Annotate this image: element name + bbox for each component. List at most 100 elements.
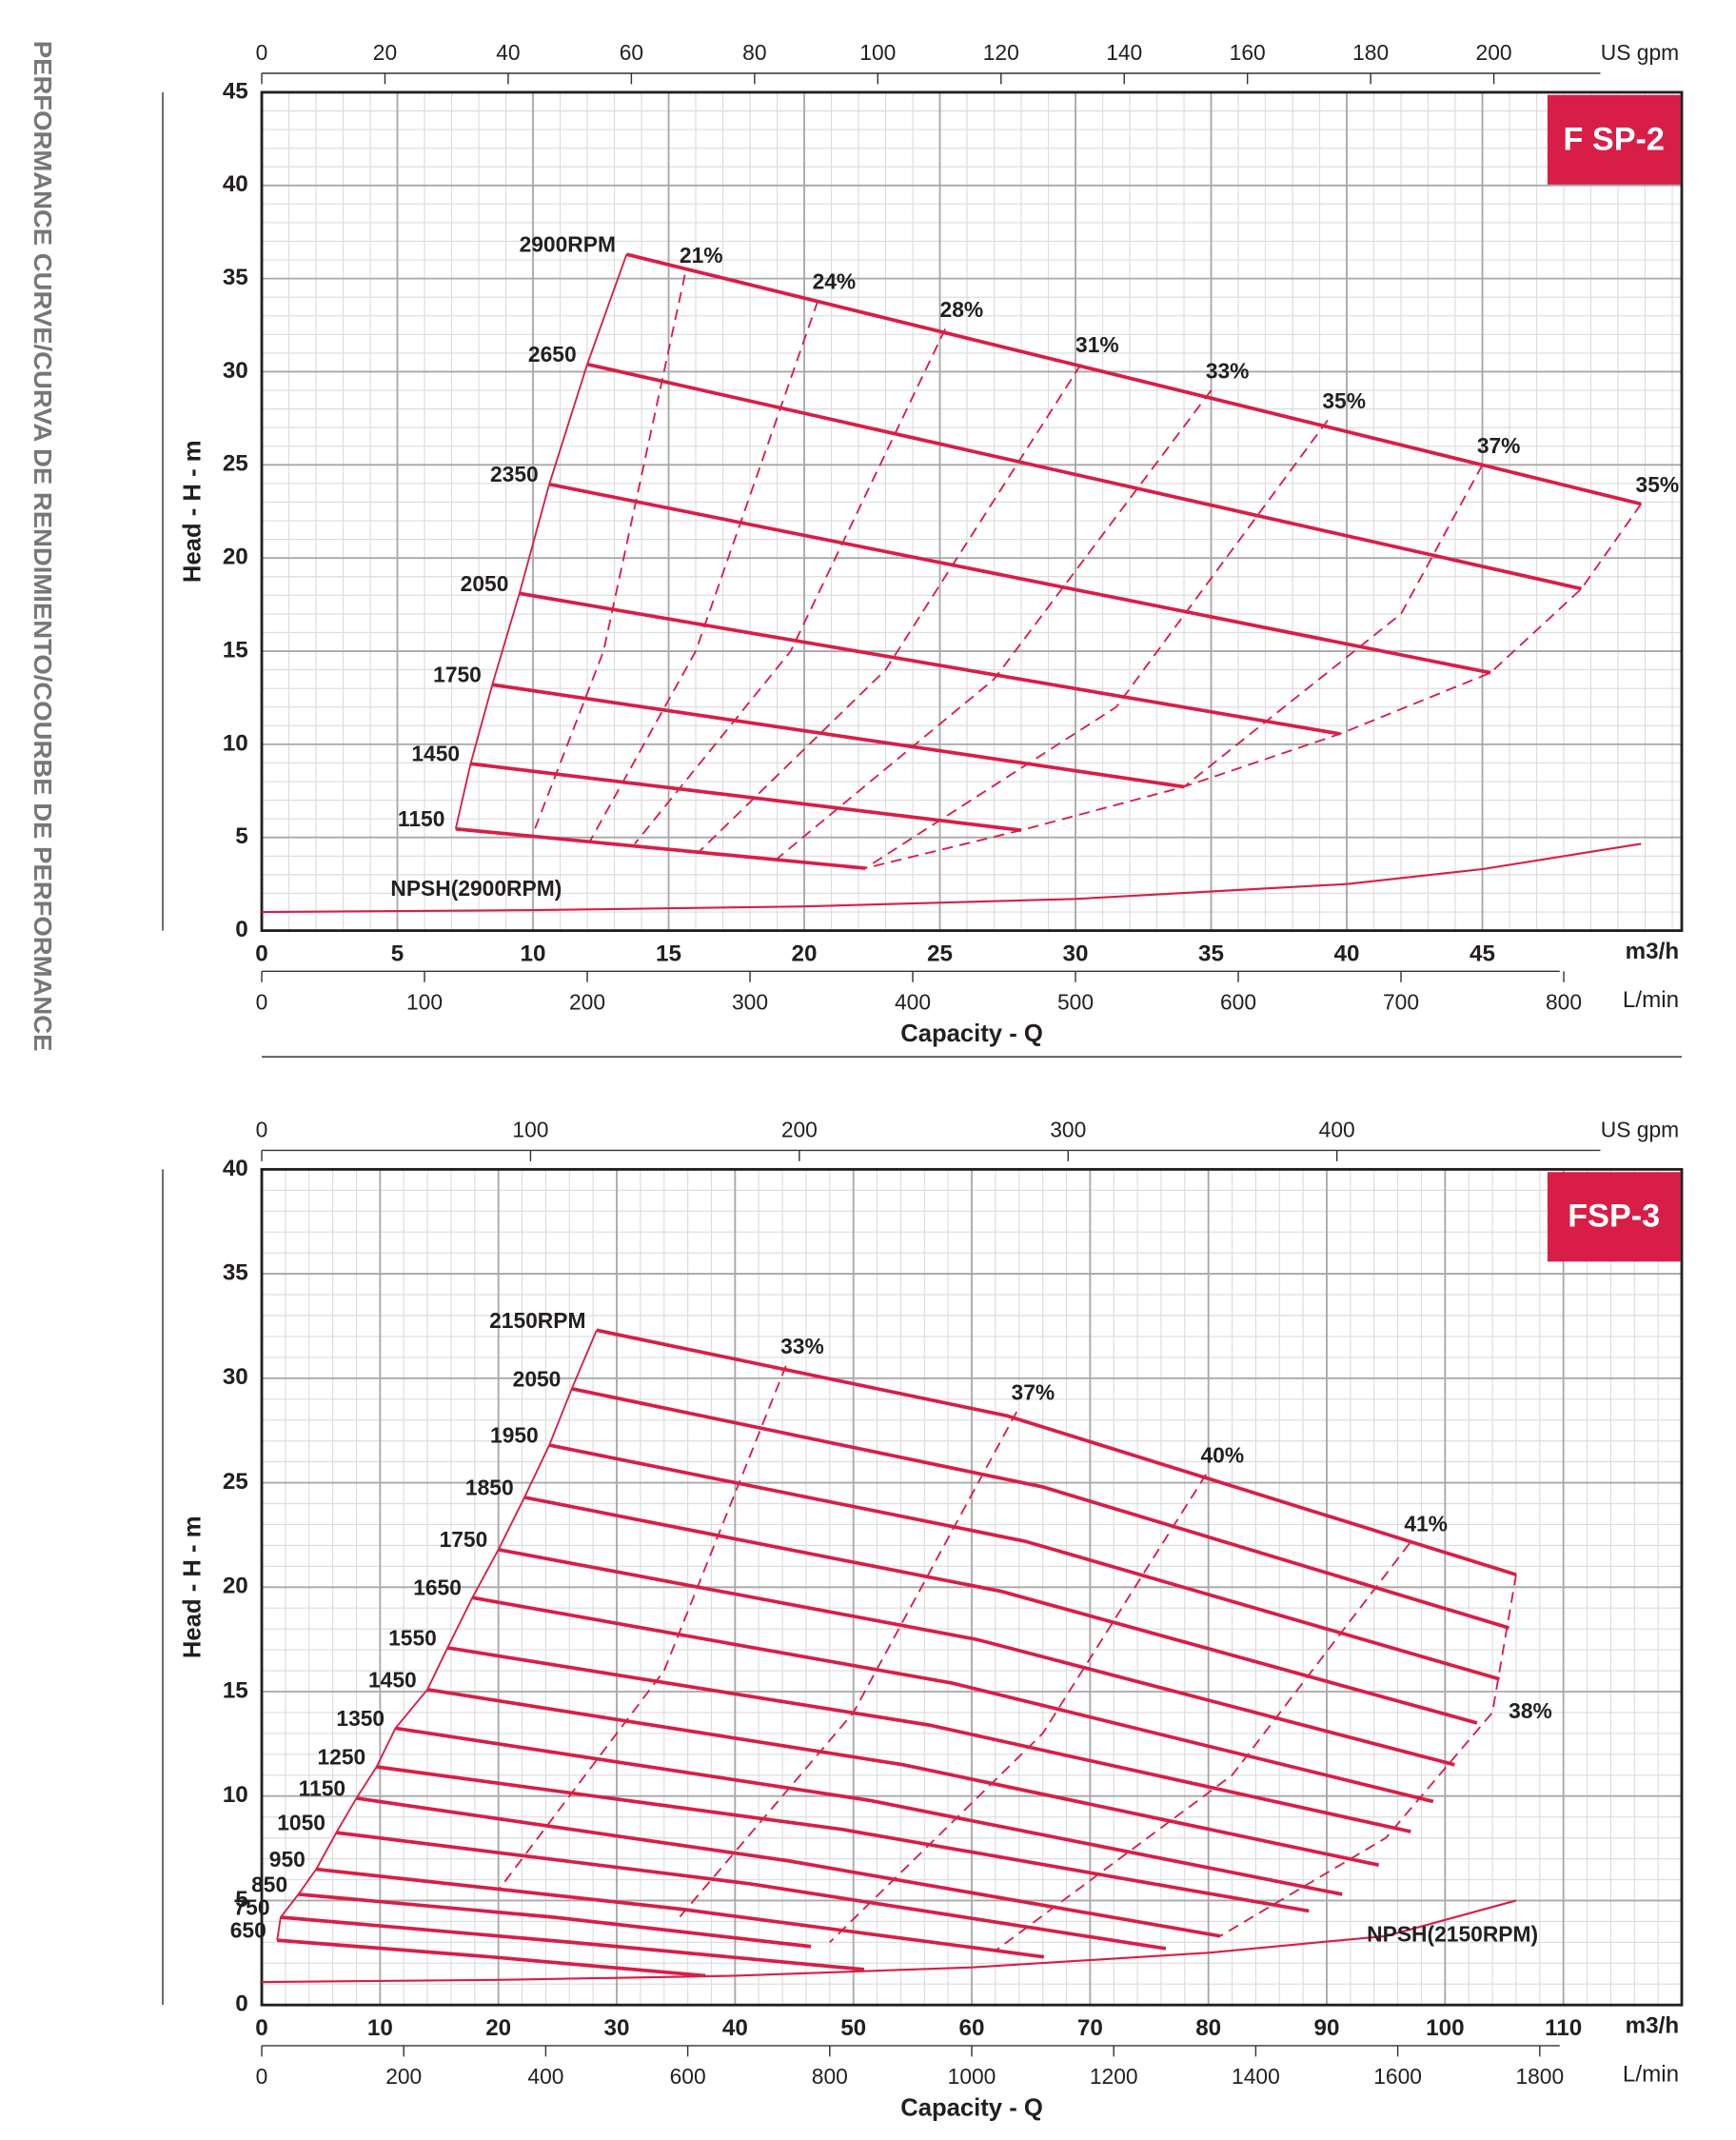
series-line: [262, 1899, 1517, 1984]
curve-label: 1450: [411, 742, 460, 766]
series-line: [864, 503, 1643, 869]
x3-tick-label: 200: [1476, 40, 1512, 65]
x-tick-label: 10: [521, 941, 546, 967]
series-line: [589, 300, 819, 842]
series-line: [316, 1867, 1045, 1959]
efficiency-label: 40%: [1200, 1442, 1244, 1467]
x-tick-label: 35: [1198, 941, 1224, 967]
series-line: [472, 1595, 1434, 1804]
series-line: [446, 1646, 1411, 1833]
x2-tick-label: 100: [406, 990, 443, 1015]
x2-unit: L/min: [1623, 987, 1679, 1013]
x-tick-label: 30: [604, 2015, 630, 2041]
curve-label: 1550: [388, 1625, 437, 1650]
x-axis-title: Capacity - Q: [900, 2095, 1043, 2122]
x2-tick-label: 200: [569, 990, 605, 1015]
x2-tick-label: 300: [732, 990, 768, 1015]
y-tick-label: 15: [223, 637, 248, 663]
curve-label: 1050: [277, 1811, 326, 1835]
y-tick-label: 35: [223, 265, 248, 290]
series-line: [829, 1474, 1207, 1944]
series-line: [586, 362, 1582, 591]
x3-unit: US gpm: [1601, 40, 1679, 65]
series-line: [571, 1386, 1510, 1630]
y-tick-label: 40: [223, 171, 248, 197]
x2-unit: L/min: [1623, 2062, 1679, 2088]
curve-label: 1250: [318, 1744, 366, 1769]
curve-label: 2150RPM: [489, 1308, 585, 1333]
x-tick-label: 10: [367, 2015, 393, 2041]
x-tick-label: 5: [391, 941, 404, 967]
y-tick-label: 30: [223, 1364, 248, 1390]
series-line: [995, 1542, 1410, 1952]
badge-title: FSP-3: [1568, 1199, 1660, 1235]
y-tick-label: 5: [235, 823, 247, 849]
x-tick-label: 100: [1426, 2015, 1464, 2041]
efficiency-label: 33%: [1206, 359, 1250, 384]
y-tick-label: 15: [223, 1677, 248, 1703]
efficiency-label: 37%: [1012, 1379, 1055, 1404]
series-line: [596, 1328, 1517, 1576]
x3-tick-label: 100: [512, 1117, 548, 1141]
badge: [1547, 1172, 1681, 1262]
x3-tick-label: 400: [1319, 1117, 1355, 1141]
y-tick-label: 45: [223, 78, 248, 104]
series-line: [277, 1938, 706, 1978]
efficiency-label: 35%: [1322, 388, 1366, 413]
x2-tick-label: 700: [1383, 990, 1419, 1015]
series-line: [625, 252, 1642, 506]
x-tick-label: 40: [722, 2015, 748, 2041]
badge-title: F SP-2: [1564, 121, 1665, 157]
x2-tick-label: 800: [812, 2064, 848, 2089]
envelope: [454, 253, 628, 829]
x3-tick-label: 40: [496, 40, 520, 65]
curve-label: 1850: [465, 1475, 514, 1499]
efficiency-label: 33%: [780, 1334, 824, 1358]
series-line: [1219, 1574, 1517, 1937]
curve-label: 1350: [336, 1706, 385, 1731]
series-line: [532, 274, 686, 835]
curve-label: 2650: [528, 342, 577, 367]
series-line: [776, 389, 1213, 860]
efficiency-label: 31%: [1075, 332, 1119, 357]
curve-label: 850: [251, 1872, 287, 1896]
series-line: [298, 1892, 812, 1949]
badge: [1547, 94, 1681, 185]
y-tick-label: 5: [235, 1887, 247, 1912]
curve-label: 2050: [461, 571, 509, 596]
y-tick-label: 10: [223, 1782, 248, 1808]
x2-tick-label: 1200: [1090, 2064, 1138, 2089]
curve-label: 650: [230, 1918, 266, 1943]
curve-label: 1750: [440, 1527, 488, 1552]
series-line: [1183, 464, 1484, 788]
x2-tick-label: 500: [1057, 990, 1094, 1015]
x-tick-label: 15: [656, 941, 681, 967]
x2-tick-label: 1600: [1373, 2064, 1422, 2089]
x-tick-label: 20: [792, 941, 818, 967]
y-tick-label: 0: [235, 917, 247, 942]
curve-label: 950: [269, 1847, 306, 1872]
series-line: [548, 482, 1491, 675]
y-tick-label: 30: [223, 358, 248, 384]
x3-tick-label: 0: [256, 40, 268, 65]
plot-frame: [260, 90, 1684, 933]
x2-tick-label: 200: [385, 2064, 422, 2089]
x-tick-label: 110: [1545, 2015, 1582, 2041]
plot-frame: [260, 1167, 1684, 2007]
x-tick-label: 30: [1063, 941, 1089, 967]
efficiency-label: 38%: [1509, 1698, 1552, 1723]
series-line: [519, 591, 1341, 736]
curve-label: 750: [233, 1894, 269, 1919]
y-axis-title: Head - H - m: [180, 1516, 207, 1658]
series-line: [675, 1411, 1018, 1923]
x-tick-label: 0: [255, 2015, 267, 2041]
y-tick-label: 25: [223, 1469, 248, 1495]
efficiency-label: 21%: [680, 243, 723, 268]
x-tick-label: 20: [485, 2015, 511, 2041]
x-tick-label: 45: [1470, 941, 1495, 967]
x3-tick-label: 60: [620, 40, 643, 65]
y-tick-label: 40: [223, 1156, 248, 1181]
efficiency-label: 24%: [813, 269, 857, 294]
